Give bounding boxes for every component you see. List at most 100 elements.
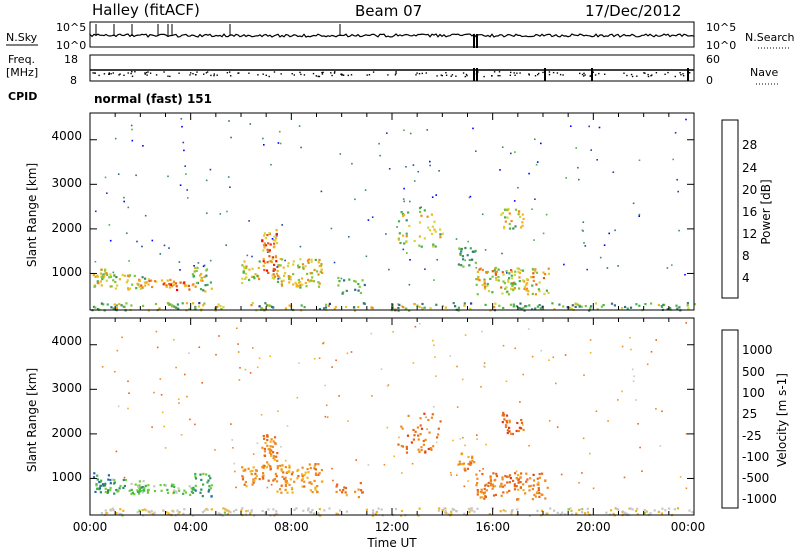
nave-point-150 — [333, 72, 336, 74]
nave-point-135 — [583, 72, 585, 74]
velocity-panel-point-657 — [167, 512, 170, 515]
power-panel-noise-3 — [424, 268, 426, 270]
velocity-panel-point-236 — [286, 481, 289, 484]
power-panel-point-666 — [397, 306, 400, 310]
power-panel-noise-110 — [534, 198, 536, 200]
velocity-panel-point-78 — [143, 486, 146, 489]
power-panel-noise-40 — [270, 163, 272, 166]
power-panel-noise-95 — [367, 219, 370, 221]
velocity-panel-point-572 — [510, 512, 513, 515]
velocity-panel-point-269 — [288, 466, 291, 469]
power-panel-point-55 — [129, 287, 132, 290]
velocity-panel-noise-153 — [505, 380, 508, 383]
velocity-panel-point-368 — [471, 459, 474, 462]
date-title: 17/Dec/2012 — [585, 2, 681, 20]
power-panel-noise-59 — [617, 265, 619, 267]
velocity-panel-point-445 — [536, 490, 539, 493]
power-panel-point-621 — [589, 305, 593, 308]
power-panel-point-235 — [318, 258, 321, 261]
power-panel-point-213 — [262, 249, 265, 252]
nave-point-101 — [103, 73, 106, 75]
power-panel-point-681 — [106, 303, 109, 306]
velocity-panel-point-459 — [501, 476, 504, 479]
velocity-panel-noise-31 — [426, 428, 428, 430]
power-panel-point-165 — [263, 261, 266, 265]
power-panel-noise-74 — [632, 202, 635, 205]
velocity-panel-point-458 — [475, 484, 478, 487]
power-panel-point-622 — [327, 304, 330, 307]
nave-point-88 — [322, 71, 324, 74]
power-panel-point-696 — [558, 303, 561, 306]
freq-frame — [89, 54, 695, 82]
velocity-panel-point-208 — [272, 455, 275, 458]
power-panel-point-316 — [361, 279, 364, 282]
velocity-ylabel: Slant Range [km] — [25, 368, 39, 472]
velocity-panel-noise-112 — [260, 414, 263, 416]
nave-point-40 — [394, 74, 397, 76]
power-panel-noise-76 — [674, 132, 677, 134]
velocity-panel-point-341 — [417, 434, 420, 437]
velocity-panel-noise-127 — [632, 380, 635, 382]
nave-point-104 — [483, 75, 485, 78]
power-panel-point-13 — [106, 273, 109, 276]
power-panel-point-528 — [514, 208, 518, 211]
power-panel-point-496 — [481, 268, 484, 271]
velocity-panel-point-9 — [102, 484, 105, 487]
velocity-panel-point-501 — [513, 485, 516, 488]
velocity-panel-point-198 — [269, 445, 272, 448]
velocity-panel-point-309 — [359, 482, 362, 485]
velocity-panel-point-615 — [165, 511, 168, 514]
power-panel-noise-77 — [114, 137, 117, 140]
velocity-panel-point-714 — [151, 512, 154, 515]
power-panel-point-35 — [116, 284, 119, 287]
power-cbar-tick-12: 12 — [742, 227, 757, 241]
power-panel-noise-156 — [187, 197, 189, 199]
velocity-panel-point-409 — [505, 475, 508, 478]
velocity-panel-point-482 — [491, 483, 494, 486]
velocity-panel-noise-177 — [540, 349, 543, 352]
power-panel-point-57 — [125, 281, 128, 284]
power-panel-point-575 — [363, 302, 366, 305]
velocity-panel-point-254 — [288, 470, 291, 473]
power-panel-point-656 — [198, 302, 201, 305]
velocity-panel-point-321 — [431, 413, 434, 416]
power-panel-point-212 — [275, 232, 278, 236]
velocity-panel-point-694 — [206, 508, 209, 511]
power-panel-point-465 — [512, 289, 515, 292]
velocity-panel-point-256 — [306, 468, 309, 471]
velocity-panel-point-338 — [437, 433, 440, 436]
power-panel-point-378 — [460, 250, 463, 253]
velocity-panel-point-646 — [673, 508, 676, 511]
power-panel-point-349 — [408, 224, 411, 228]
velocity-panel-point-346 — [406, 434, 410, 437]
power-panel-point-659 — [418, 305, 421, 308]
power-panel-noise-168 — [590, 149, 592, 151]
nave-point-129 — [644, 72, 646, 74]
velocity-panel-noise-69 — [685, 487, 688, 490]
power-panel-point-705 — [678, 306, 681, 309]
power-panel-point-261 — [304, 281, 307, 285]
velocity-panel-noise-77 — [249, 372, 252, 374]
power-panel-point-132 — [206, 283, 209, 286]
velocity-panel-noise-172 — [163, 425, 165, 428]
power-panel-point-121 — [201, 279, 204, 282]
power-panel-point-89 — [141, 286, 144, 289]
velocity-panel-point-569 — [688, 509, 691, 512]
power-panel-point-78 — [169, 278, 172, 281]
power-panel-point-475 — [487, 290, 491, 293]
velocity-panel-noise-49 — [578, 482, 580, 484]
power-panel-point-344 — [419, 210, 422, 213]
power-panel-point-167 — [264, 244, 268, 247]
velocity-panel-noise-85 — [127, 380, 129, 383]
power-cbar-tick-4: 4 — [742, 271, 750, 285]
power-panel-noise-60 — [584, 245, 587, 247]
velocity-panel-point-372 — [460, 452, 464, 455]
velocity-panel-point-556 — [643, 508, 646, 512]
power-panel-point-459 — [479, 267, 482, 270]
velocity-panel-noise-61 — [629, 336, 631, 339]
velocity-panel-point-444 — [489, 480, 493, 483]
velocity-panel-noise-157 — [433, 344, 435, 347]
power-panel-point-719 — [371, 307, 374, 310]
velocity-panel-point-186 — [272, 451, 275, 454]
power-panel-noise-177 — [685, 118, 687, 121]
